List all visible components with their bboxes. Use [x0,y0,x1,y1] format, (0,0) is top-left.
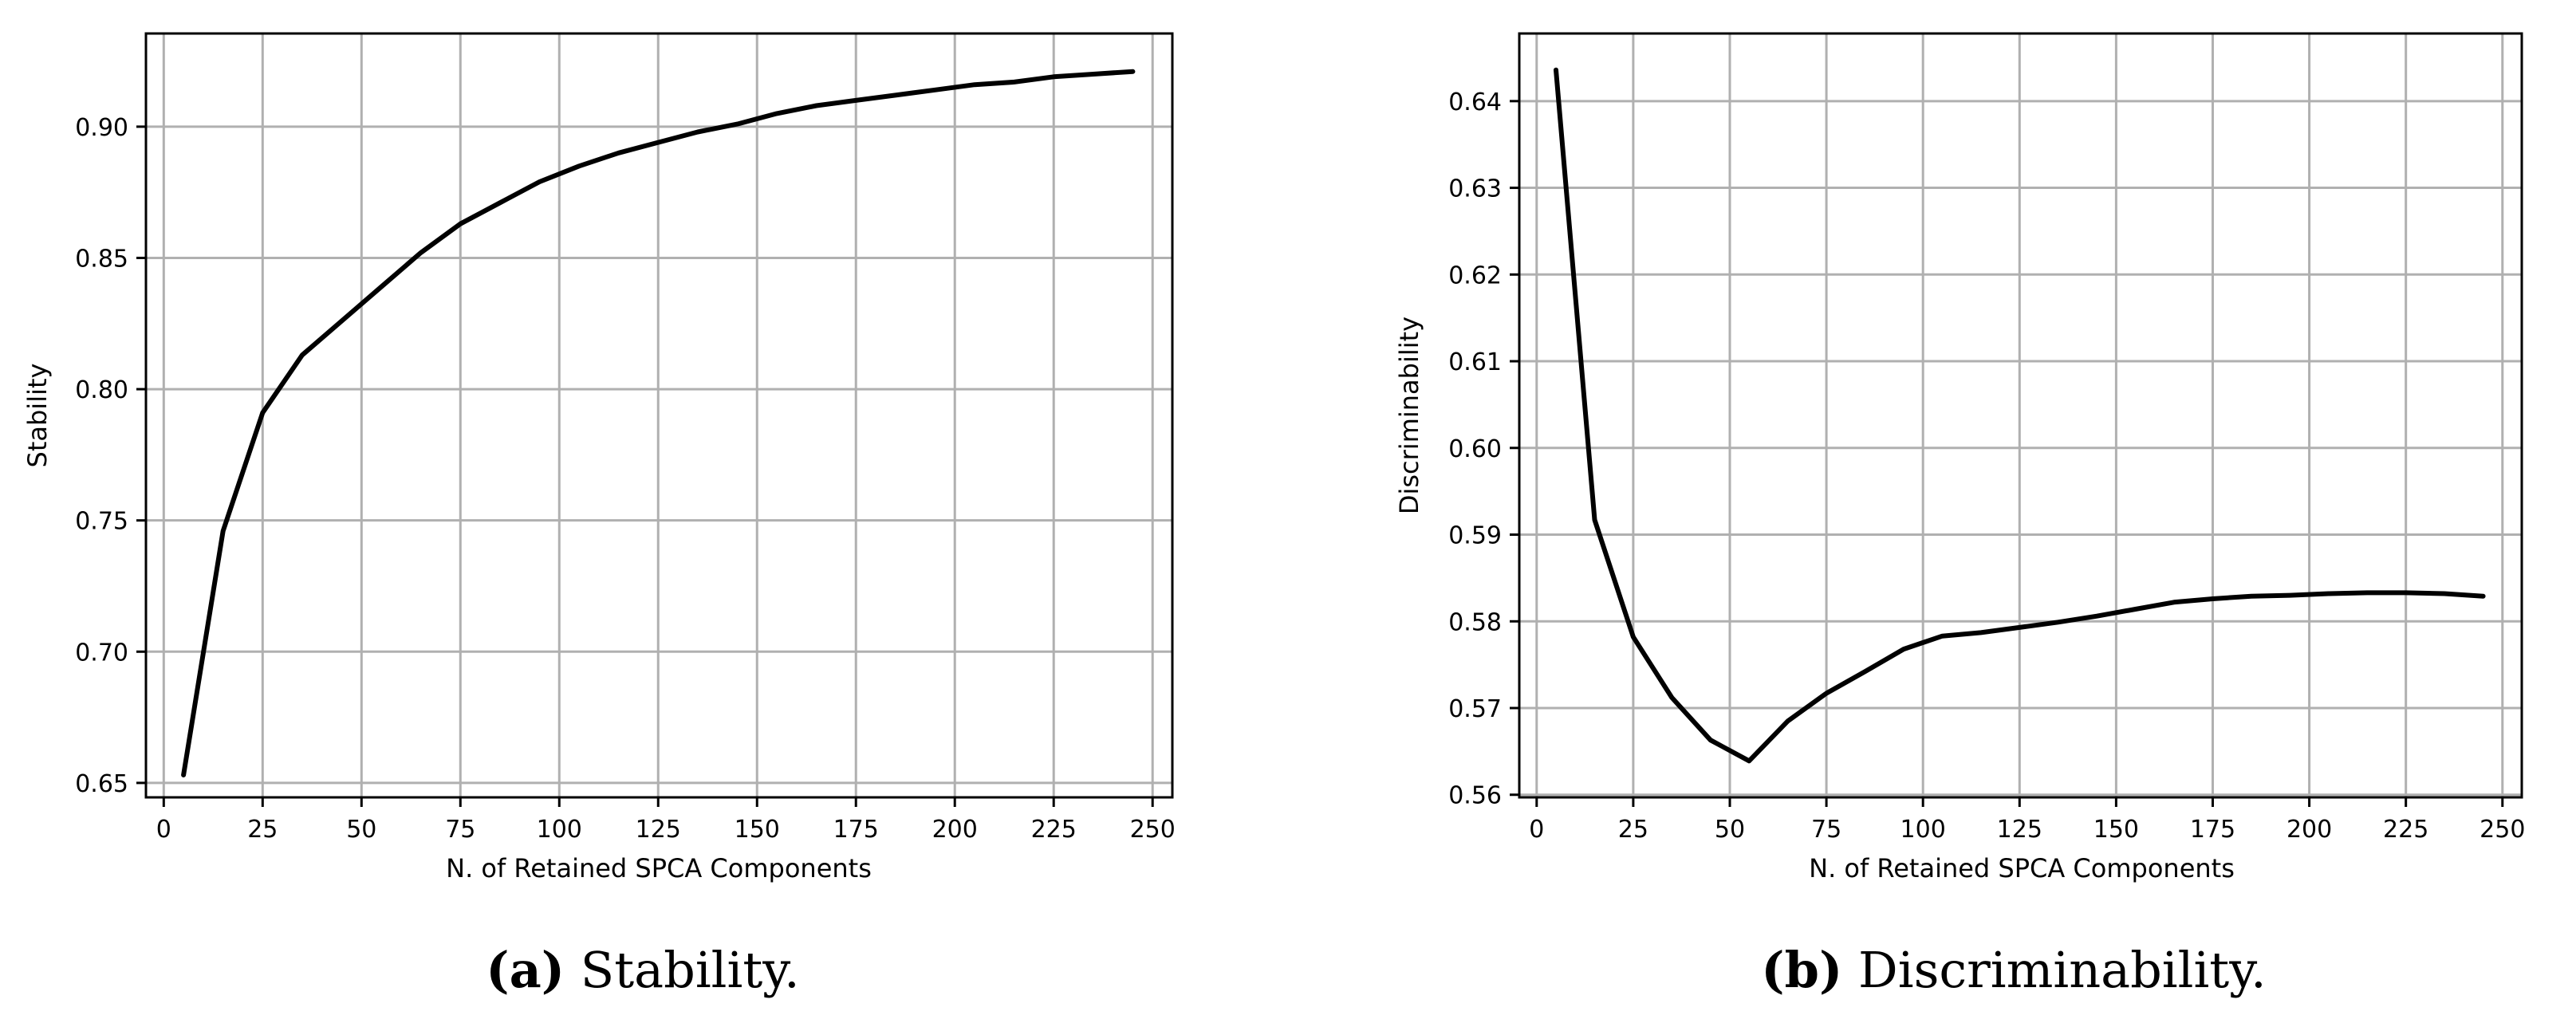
stability-x-tick-label: 50 [346,816,376,844]
discriminability-line [1554,67,2486,764]
stability-y-axis-label: Stability [22,364,53,468]
stability-x-tick-label: 200 [932,816,978,844]
discriminability-y-axis-label: Discriminability [1394,317,1424,514]
discriminability-panel: 0 25 50 75 100 125 150 175 200 225 250 0.56 0.57 0.58… [1394,32,2525,999]
stability-y-tick-label: 0.70 [75,639,128,667]
stability-x-tick-label: 100 [537,816,582,844]
discriminability-y-tick-label: 0.57 [1448,695,1502,723]
discriminability-x-tick-label: 250 [2479,816,2525,844]
stability-x-tick-label: 125 [636,816,681,844]
discriminability-y-tick-label: 0.60 [1448,435,1502,463]
discriminability-y-tick-label: 0.61 [1448,348,1502,376]
stability-y-tick-label: 0.85 [75,245,128,273]
discriminability-y-tick-label: 0.58 [1448,608,1502,636]
discriminability-caption: (b) Discriminability. [1761,941,2266,999]
discriminability-x-axis-label: N. of Retained SPCA Components [1809,853,2235,883]
discriminability-caption-letter: (b) [1761,941,1842,999]
discriminability-caption-text: Discriminability. [1858,941,2267,999]
stability-x-tick-label: 25 [247,816,278,844]
stability-x-tick-label: 150 [735,816,780,844]
discriminability-x-tick-label: 50 [1715,816,1745,844]
discriminability-x-tick-label: 25 [1618,816,1648,844]
discriminability-x-tick-label: 200 [2286,816,2332,844]
discriminability-y-tick-label: 0.59 [1448,522,1502,550]
discriminability-y-tick-label: 0.63 [1448,175,1502,203]
discriminability-x-tick-label: 225 [2383,816,2428,844]
discriminability-x-tick-label: 0 [1529,816,1544,844]
discriminability-x-tick-label: 125 [1997,816,2042,844]
stability-x-tick-label: 225 [1031,816,1077,844]
stability-x-tick-label: 0 [156,816,171,844]
stability-caption: (a) Stability. [486,941,800,999]
discriminability-x-tick-label: 175 [2190,816,2235,844]
stability-caption-text: Stability. [581,941,800,999]
discriminability-y-tick-label: 0.62 [1448,262,1502,289]
stability-x-tick-label: 175 [833,816,879,844]
stability-line [181,69,1136,777]
discriminability-x-tick-label: 100 [1900,816,1946,844]
stability-caption-letter: (a) [486,941,565,999]
stability-y-tick-label: 0.90 [75,114,128,142]
stability-y-tick-label: 0.75 [75,508,128,536]
stability-y-tick-label: 0.65 [75,770,128,798]
stability-x-tick-label: 75 [445,816,475,844]
stability-panel: 0 25 50 75 100 125 150 175 200 225 250 0.65 0.70 0.75… [22,32,1176,999]
discriminability-y-tick-label: 0.56 [1448,782,1502,810]
stability-y-tick-label: 0.80 [75,376,128,404]
stability-x-tick-label: 250 [1130,816,1176,844]
discriminability-x-tick-label: 150 [2093,816,2139,844]
discriminability-x-tick-label: 75 [1811,816,1841,844]
discriminability-y-tick-label: 0.64 [1448,89,1502,116]
stability-x-axis-label: N. of Retained SPCA Components [446,853,872,883]
